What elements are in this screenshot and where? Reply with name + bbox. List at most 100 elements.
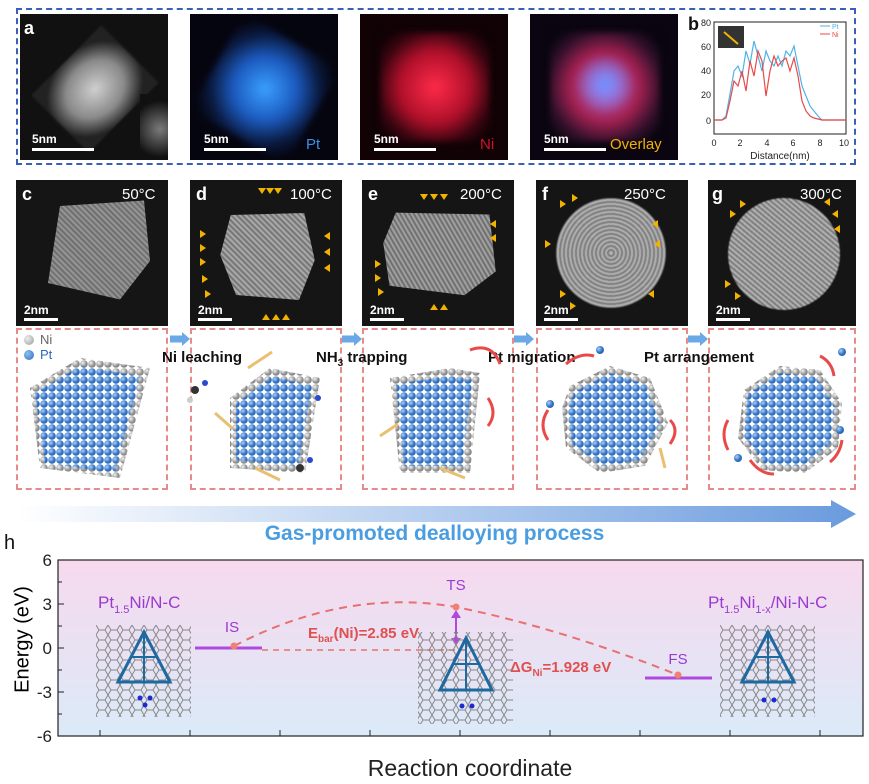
y-tick: 40 (701, 66, 711, 76)
ni-profile-line (714, 48, 846, 121)
process-banner-text: Gas-promoted dealloying process (264, 522, 605, 545)
panel-label-b: b (688, 14, 699, 34)
scale-text: 2nm (370, 303, 395, 317)
step-label-pt-arrangement: Pt arrangement (644, 349, 755, 366)
x-tick: 2 (737, 138, 742, 148)
panel-label-e: e (368, 184, 379, 204)
x-axis-label: Distance(nm) (750, 151, 809, 162)
scale-bar (204, 148, 266, 151)
x-tick: 6 (790, 138, 795, 148)
temperature-label: 50°C (122, 186, 156, 203)
is-point (230, 642, 238, 650)
haadf-image-e (362, 180, 514, 326)
haadf-image-a (20, 14, 168, 160)
x-tick: 4 (764, 138, 769, 148)
panel-ab-frame (16, 8, 856, 165)
scale-text: 2nm (24, 303, 49, 317)
scale-text: 2nm (544, 303, 569, 317)
schematic-box-c (16, 328, 168, 490)
temperature-label: 200°C (460, 186, 502, 203)
process-banner-arrow (16, 500, 856, 528)
legend-pt-text: Pt (40, 347, 53, 362)
haadf-image-g (708, 180, 856, 326)
scale-bar (544, 318, 578, 321)
scale-text: 5nm (374, 132, 399, 146)
overlay-label: Overlay (610, 136, 662, 153)
panel-label-d: d (196, 184, 207, 204)
temperature-label: 300°C (800, 186, 842, 203)
energy-profile-chart: 6 3 0 -3 -6 Reaction coordinate IS TS FS… (37, 551, 864, 781)
fs-label: FS (668, 651, 687, 668)
right-structure-model (720, 625, 815, 717)
process-arrow-icon (170, 332, 190, 346)
atomic-models (30, 346, 846, 482)
ni-map-image (360, 14, 508, 160)
reaction-coordinate-label: Reaction coordinate (368, 755, 573, 781)
legend-pt: Pt (832, 24, 839, 31)
haadf-image-f (536, 180, 688, 326)
schematic-box-d (190, 328, 342, 490)
y-tick: 0 (706, 116, 711, 126)
middle-structure-model (418, 632, 513, 724)
temperature-label: 100°C (290, 186, 332, 203)
step-label-pt-migration: Pt migration (488, 349, 576, 366)
line-profile-plot: Pt Ni 80 60 40 20 0 0 2 4 6 8 10 Distanc… (701, 18, 849, 162)
haadf-image-c (16, 180, 168, 326)
fs-point (674, 671, 682, 679)
legend-ni: Ni (832, 32, 839, 39)
scale-text: 5nm (204, 132, 229, 146)
x-tick: 10 (839, 138, 849, 148)
panel-label-c: c (22, 184, 33, 204)
ebar-label: Ebar(Ni)=2.85 eV (308, 625, 419, 645)
scale-bar (374, 148, 436, 151)
haadf-image-d (190, 180, 342, 326)
y-tick: 3 (43, 595, 52, 614)
step-label-nh3-trapping: NH3 trapping (316, 349, 408, 369)
y-tick: 80 (701, 18, 711, 28)
scale-bar (24, 318, 58, 321)
scale-text: 5nm (32, 132, 57, 146)
panel-label-g: g (712, 184, 723, 204)
panel-label-a: a (24, 18, 35, 38)
overlay-map-image (530, 14, 678, 160)
ts-label: TS (446, 577, 465, 594)
pt-map-label: Pt (306, 136, 321, 153)
schematic-box-g (708, 328, 856, 490)
right-structure-label: Pt1.5Ni1-x/Ni-N-C (708, 593, 827, 616)
y-tick: -3 (37, 683, 52, 702)
legend-ni-text: Ni (40, 332, 53, 347)
scale-text: 2nm (716, 303, 741, 317)
scale-bar (716, 318, 750, 321)
process-arrow-icon (688, 332, 708, 346)
surface-arrow-markers (200, 188, 840, 320)
legend-ni-dot (24, 335, 34, 345)
molecule-icon (187, 380, 208, 403)
temperature-label: 250°C (624, 186, 666, 203)
y-tick: 20 (701, 90, 711, 100)
legend-pt-dot (24, 350, 34, 360)
y-tick: 60 (701, 42, 711, 52)
scale-bar (198, 318, 232, 321)
left-structure-label: Pt1.5Ni/N-C (98, 593, 180, 616)
scale-bar (32, 148, 94, 151)
left-structure-model (96, 625, 191, 717)
pt-map-image (190, 14, 338, 160)
x-tick: 0 (711, 138, 716, 148)
scale-text: 2nm (198, 303, 223, 317)
panel-label-f: f (542, 184, 548, 204)
panel-label-h: h (4, 532, 16, 554)
ni-map-label: Ni (480, 136, 495, 153)
ts-point (452, 603, 460, 611)
y-tick: -6 (37, 727, 52, 746)
delta-g-label: ΔGNi=1.928 eV (510, 659, 611, 679)
is-label: IS (225, 619, 239, 636)
process-arrow-icon (342, 332, 362, 346)
process-arrow-icon (514, 332, 534, 346)
x-tick: 8 (817, 138, 822, 148)
y-tick: 6 (43, 551, 52, 570)
y-tick: 0 (43, 639, 52, 658)
scale-text: 5nm (544, 132, 569, 146)
scale-bar (544, 148, 606, 151)
scale-bar (370, 318, 404, 321)
schematic-box-e (362, 328, 514, 490)
